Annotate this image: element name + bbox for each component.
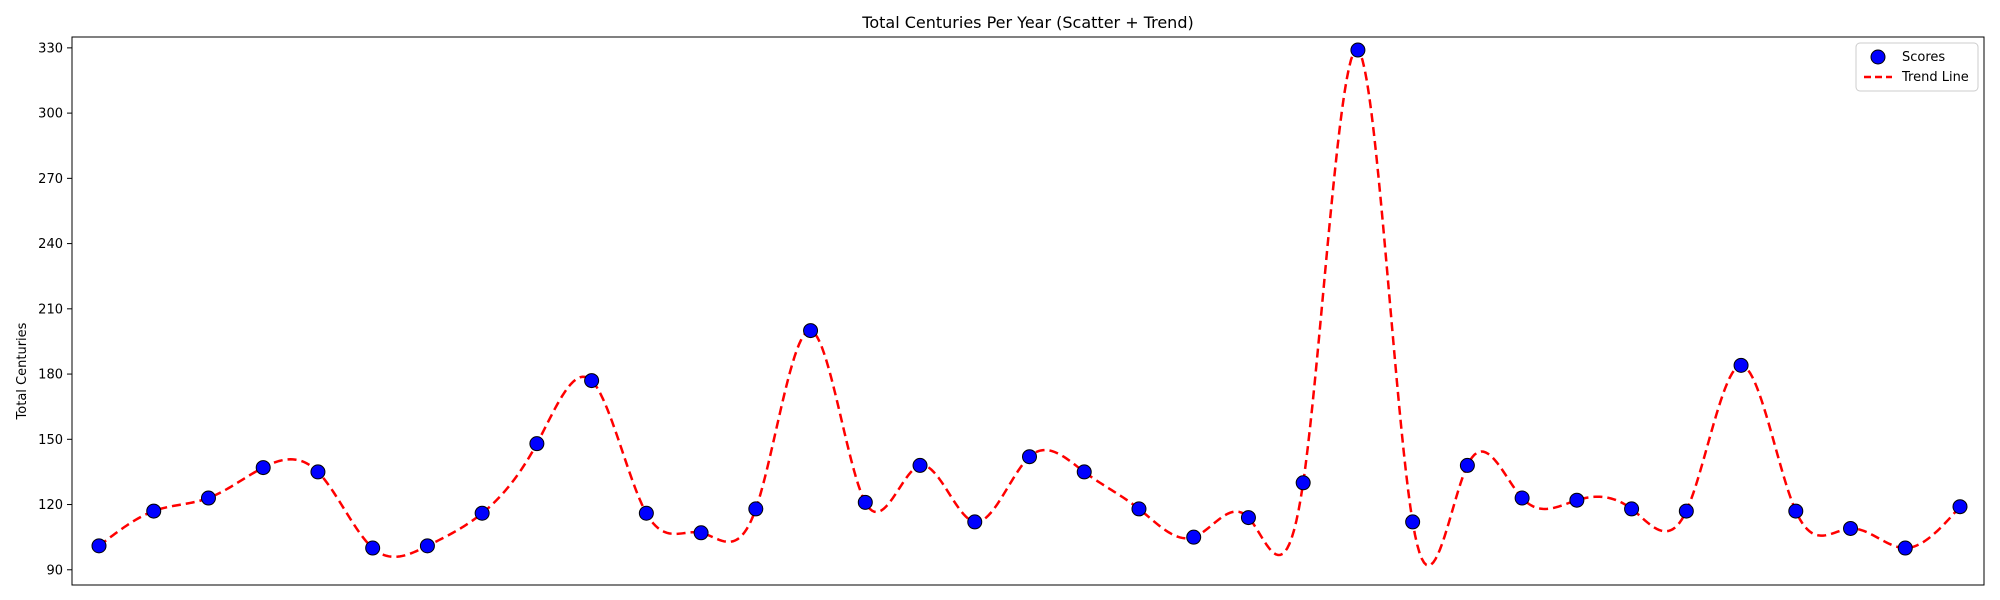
scatter-point (803, 323, 819, 339)
legend-scores-marker (1870, 49, 1886, 65)
scatter-point (146, 503, 162, 519)
scatter-point (310, 464, 326, 480)
y-tick-label: 270 (38, 172, 63, 187)
scatter-point (857, 494, 873, 510)
y-tick-label: 330 (38, 41, 63, 56)
scatter-point (584, 373, 600, 389)
y-tick-label: 150 (38, 433, 63, 448)
scatter-point (1076, 464, 1092, 480)
legend-trend-label: Trend Line (1901, 70, 1969, 85)
scatter-point (1459, 457, 1475, 473)
y-tick-label: 180 (38, 368, 63, 383)
scatter-point (1022, 449, 1037, 465)
scatter-points (91, 42, 1968, 556)
scatter-point (1240, 510, 1256, 526)
scatter-point (967, 514, 983, 530)
legend-box (1855, 42, 1979, 92)
scatter-point (1678, 503, 1694, 519)
scatter-point (912, 457, 928, 473)
scatter-point (1405, 514, 1421, 530)
scatter-point (1186, 529, 1202, 545)
scatter-point (200, 490, 216, 506)
scatter-point (1733, 357, 1749, 373)
scatter-point (91, 538, 107, 554)
legend-scores-label: Scores (1902, 50, 1945, 65)
scatter-point (419, 538, 435, 554)
y-tick-label: 90 (46, 563, 63, 578)
scatter-point (1350, 42, 1366, 58)
scatter-point (529, 436, 545, 452)
scatter-point (638, 505, 654, 521)
scatter-point (1952, 499, 1968, 515)
plot-frame (71, 36, 1985, 586)
scatter-point (1897, 540, 1913, 556)
scatter-point (365, 540, 381, 556)
y-tick-label: 120 (38, 498, 63, 513)
scatter-point (1514, 490, 1530, 506)
scatter-point (1295, 475, 1311, 491)
y-axis-label: Total Centuries (15, 322, 30, 420)
scatter-point (1843, 520, 1859, 536)
chart-title: Total Centuries Per Year (Scatter + Tren… (861, 13, 1193, 32)
scatter-point (1131, 501, 1147, 517)
y-tick-label: 300 (38, 107, 63, 122)
scatter-point (1569, 492, 1585, 508)
y-axis-ticks: 90 120 150 180 210 240 270 300 330 (38, 41, 72, 578)
scatter-point (255, 460, 271, 476)
scatter-point (1788, 503, 1804, 519)
scatter-point (748, 501, 764, 517)
y-tick-label: 210 (38, 302, 63, 317)
scatter-point (693, 525, 709, 541)
scatter-point (474, 505, 490, 521)
y-tick-label: 240 (38, 237, 63, 252)
scatter-point (1624, 501, 1640, 517)
legend: Scores Trend Line (1855, 42, 1979, 92)
